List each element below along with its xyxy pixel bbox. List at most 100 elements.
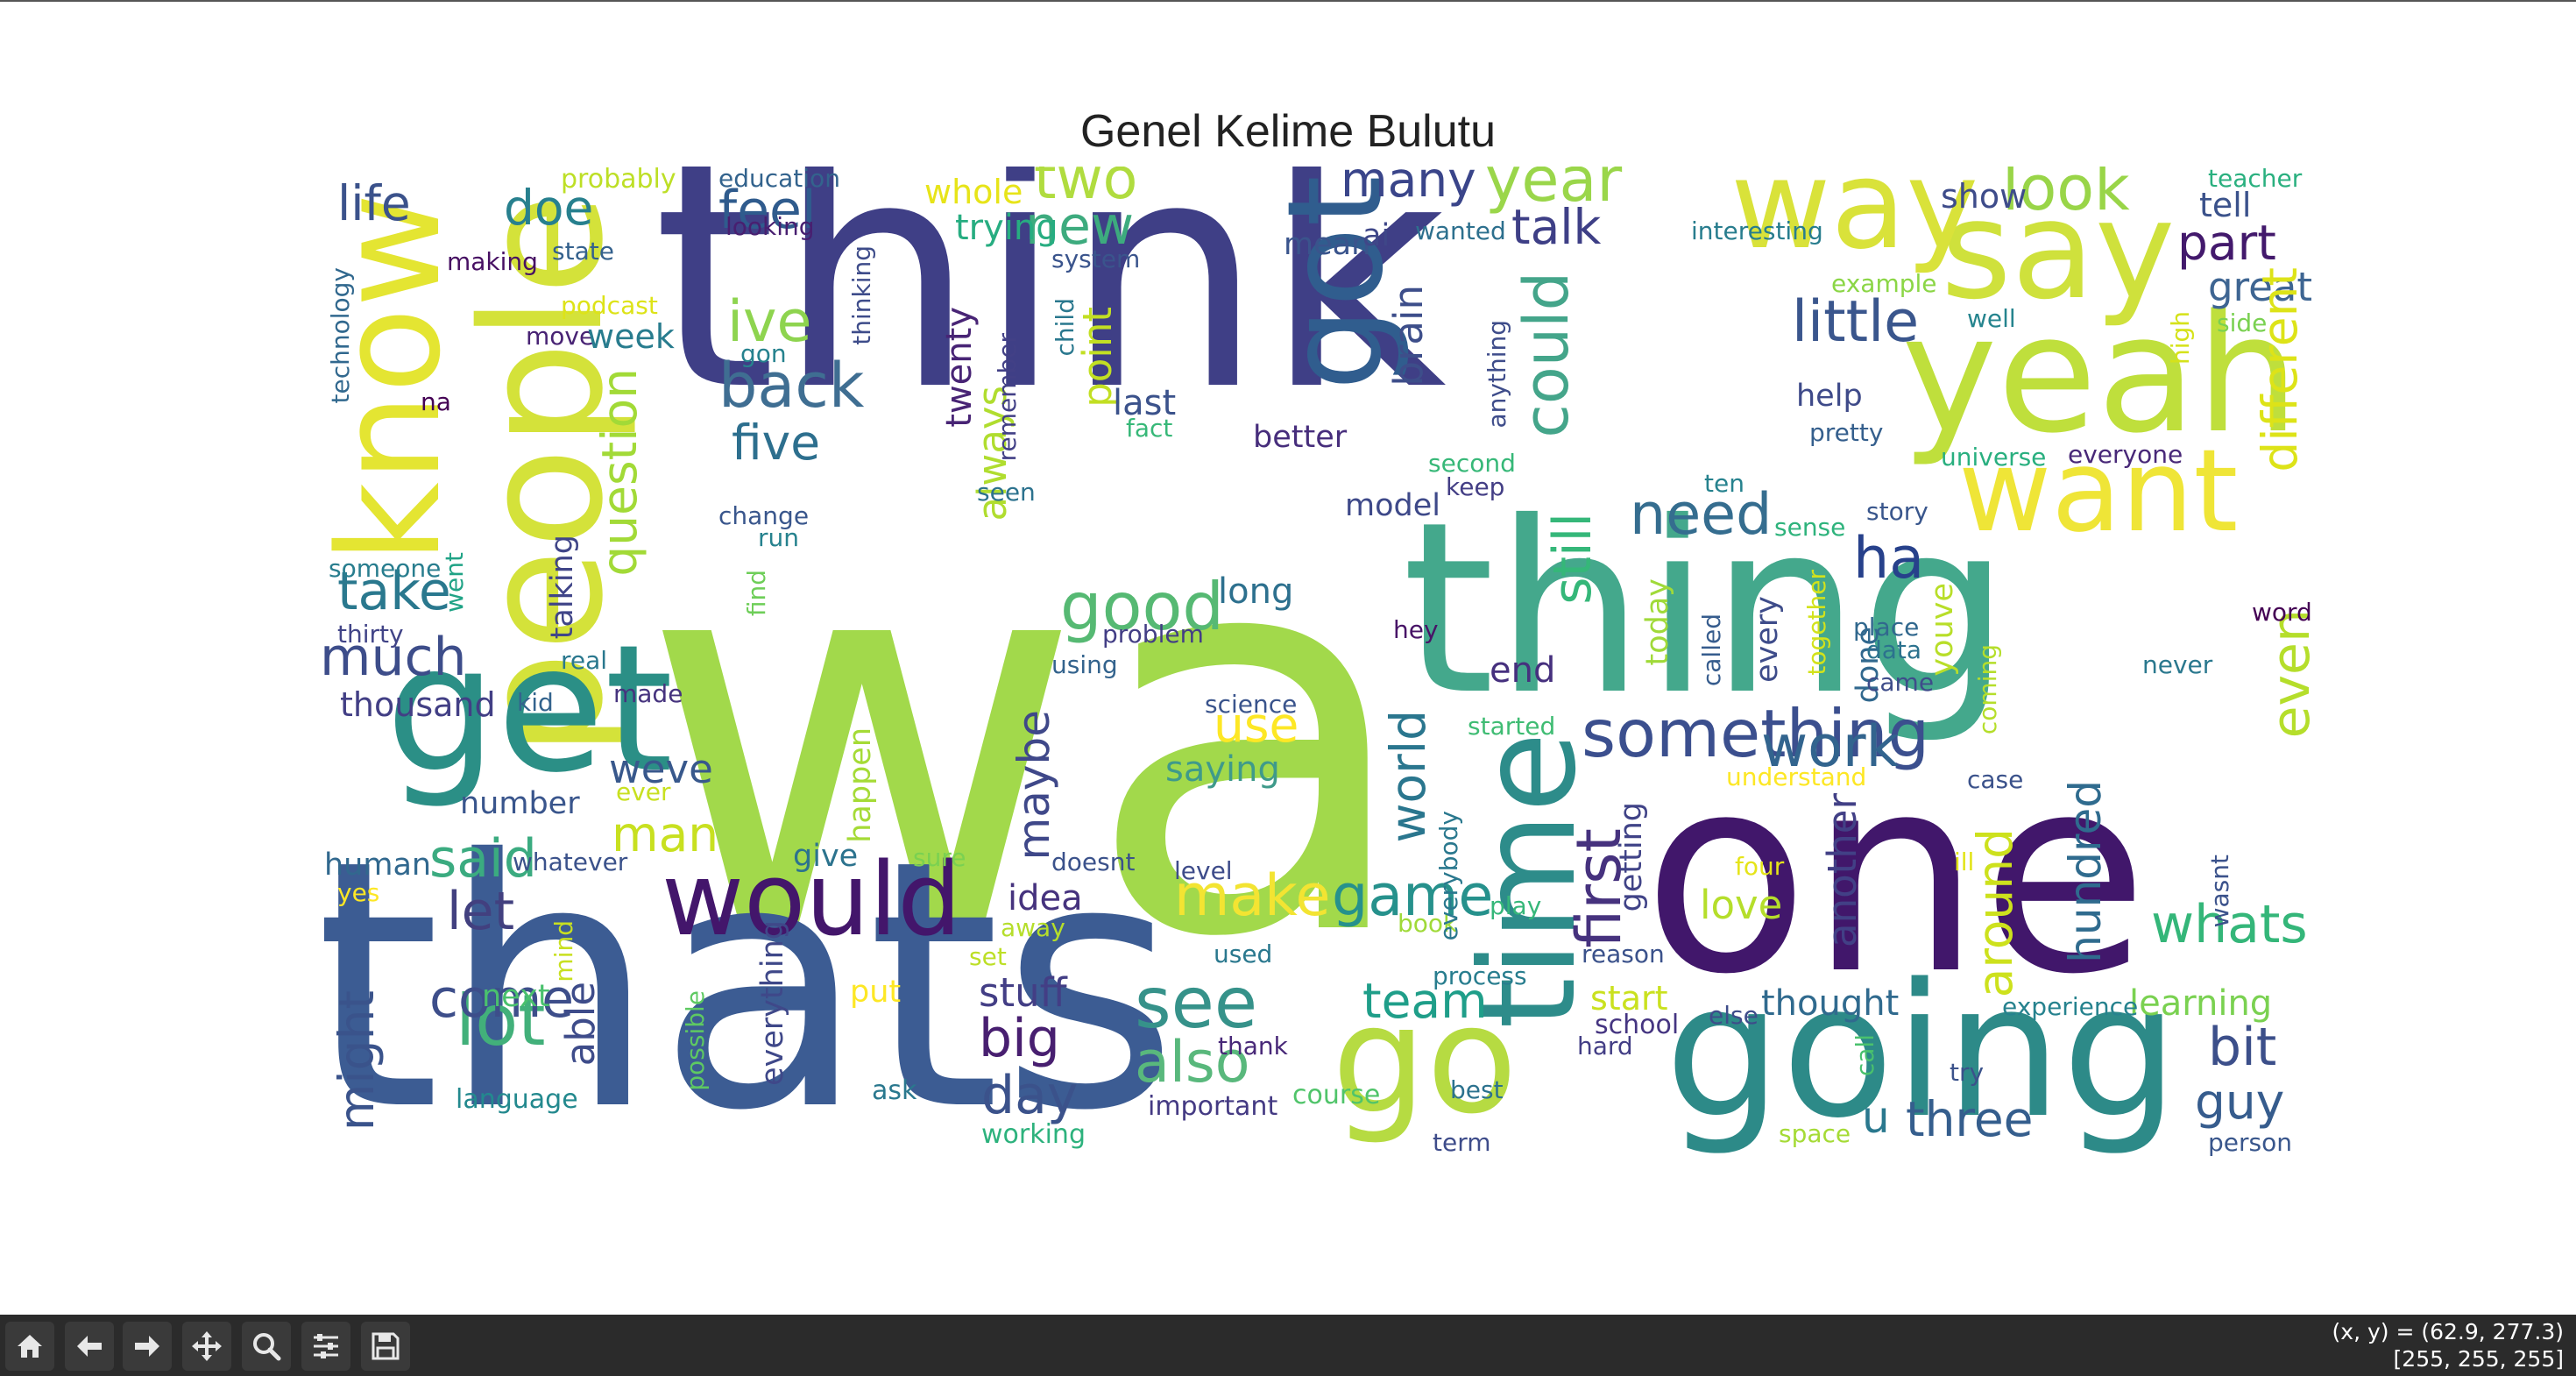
- cloud-word: education: [718, 167, 840, 193]
- home-button[interactable]: [5, 1322, 54, 1371]
- cloud-word: used: [1214, 940, 1273, 968]
- cloud-word: life: [337, 175, 411, 231]
- cloud-word: part: [2177, 215, 2276, 271]
- cloud-word: thats: [324, 787, 1179, 1157]
- cloud-word: two: [1034, 167, 1138, 212]
- cloud-word: na: [421, 387, 451, 416]
- back-button[interactable]: [65, 1322, 114, 1371]
- cloud-word: something: [1582, 695, 1930, 772]
- cloud-word: try: [1950, 1058, 1985, 1087]
- cloud-word: reason: [1582, 940, 1665, 968]
- cloud-word: feel: [718, 180, 817, 241]
- cloud-word: even: [2261, 609, 2322, 739]
- cloud-word: came: [1866, 668, 1935, 697]
- cloud-word: pretty: [1809, 418, 1884, 447]
- cloud-word: getting: [1614, 802, 1649, 912]
- cloud-word: best: [1450, 1075, 1504, 1104]
- figure-title: Genel Kelime Bulutu: [1079, 106, 1497, 157]
- cloud-word: hard: [1577, 1032, 1633, 1060]
- cloud-word: five: [732, 415, 821, 471]
- cloud-word: week: [587, 317, 675, 356]
- cloud-word: side: [2217, 309, 2268, 337]
- cloud-word: well: [1967, 304, 2016, 333]
- cloud-word: learning: [2129, 983, 2273, 1024]
- cloud-word: ive: [727, 289, 812, 355]
- cloud-word: said: [429, 828, 537, 890]
- cloud-word: wa: [640, 424, 1418, 1056]
- cloud-word: went: [440, 552, 469, 613]
- cloud-word: also: [1135, 1030, 1250, 1096]
- arrow-left-icon: [77, 1336, 102, 1357]
- cloud-word: else: [1709, 1001, 1759, 1030]
- cloud-word: child: [1051, 298, 1079, 357]
- cloud-word: use: [1214, 697, 1299, 753]
- cloud-word: mind: [549, 920, 578, 982]
- forward-button[interactable]: [123, 1322, 172, 1371]
- cloud-word: level: [1174, 856, 1233, 885]
- cursor-pixel-value: [255, 255, 255]: [2393, 1346, 2564, 1372]
- cloud-word: today: [1640, 578, 1675, 666]
- cloud-word: might: [329, 990, 385, 1131]
- cloud-word: possible: [681, 990, 710, 1091]
- cloud-word: ever: [616, 777, 671, 806]
- cloud-word: looking: [725, 212, 815, 241]
- cloud-word: thinking: [847, 245, 876, 345]
- cloud-word: thirty: [337, 620, 404, 649]
- cloud-word: away: [1001, 913, 1065, 942]
- cloud-word: term: [1433, 1128, 1491, 1157]
- cloud-word: gon: [740, 339, 787, 368]
- cloud-word: never: [2142, 650, 2213, 679]
- figure-canvas[interactable]: Genel Kelime Bulutu wa think thats thing one…: [0, 2, 2576, 1315]
- cloud-word: whatever: [513, 848, 628, 876]
- cloud-word: teacher: [2208, 167, 2303, 193]
- cloud-word: year: [1485, 167, 1623, 216]
- cloud-word: sure: [913, 843, 966, 872]
- move-icon: [192, 1331, 222, 1361]
- cloud-word: good: [1060, 568, 1224, 645]
- cloud-word: understand: [1726, 762, 1867, 791]
- cloud-word: let: [447, 881, 515, 942]
- cloud-word: technology: [326, 267, 355, 404]
- cloud-word: probably: [561, 167, 676, 195]
- cloud-word: four: [1735, 852, 1785, 881]
- cloud-word: end: [1490, 650, 1556, 691]
- arrow-right-icon: [135, 1336, 159, 1357]
- cloud-word: question: [591, 368, 648, 577]
- cloud-word: story: [1866, 497, 1928, 526]
- cloud-word: lot: [456, 980, 546, 1061]
- cloud-word: real: [561, 646, 608, 675]
- cloud-word: case: [1967, 765, 2024, 794]
- cloud-word: say: [1941, 171, 2176, 330]
- cloud-word: course: [1292, 1080, 1381, 1110]
- configure-subplots-button[interactable]: [301, 1322, 350, 1371]
- cloud-word: last: [1113, 383, 1177, 423]
- cloud-word: could: [1511, 272, 1582, 438]
- cloud-word: love: [1700, 882, 1783, 928]
- cloud-word: word: [2252, 598, 2312, 627]
- cloud-word: another: [1819, 793, 1865, 947]
- cloud-word: find: [742, 570, 771, 617]
- cloud-word: yeah: [1901, 280, 2299, 469]
- navigation-toolbar: (x, y) = (62.9, 277.3) [255, 255, 255]: [0, 1315, 2576, 1376]
- cloud-word: hundred: [2060, 780, 2111, 963]
- cloud-word: bit: [2208, 1017, 2277, 1078]
- save-button[interactable]: [361, 1322, 410, 1371]
- cloud-word: space: [1779, 1119, 1851, 1148]
- cloud-word: u: [1862, 1092, 1890, 1143]
- cloud-word: called: [1697, 614, 1726, 687]
- cloud-word: person: [2208, 1128, 2292, 1157]
- sliders-icon: [314, 1334, 338, 1358]
- magnifier-icon: [253, 1333, 281, 1361]
- zoom-button[interactable]: [242, 1322, 291, 1371]
- cloud-word: school: [1595, 1010, 1680, 1040]
- floppy-disk-icon: [372, 1332, 400, 1360]
- cloud-word: saying: [1165, 749, 1280, 790]
- pan-button[interactable]: [182, 1322, 231, 1371]
- cloud-word: back: [718, 350, 865, 422]
- cloud-word: set: [969, 942, 1007, 971]
- cloud-word: someone: [329, 554, 442, 583]
- cloud-word: human: [324, 848, 432, 883]
- cloud-word: experience: [2002, 992, 2139, 1021]
- cloud-word: doe: [504, 180, 594, 236]
- cloud-word: system: [1051, 245, 1141, 273]
